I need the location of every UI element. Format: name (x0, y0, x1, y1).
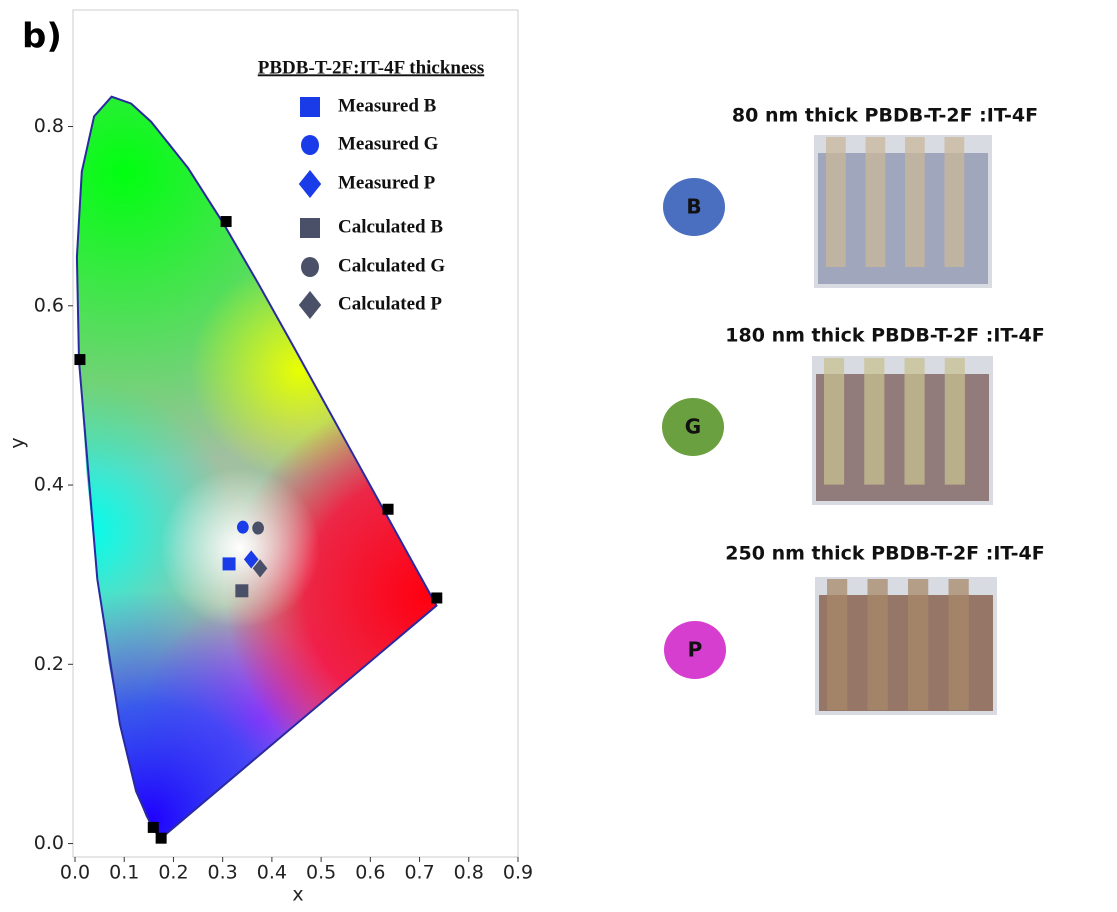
photo-electrode (864, 358, 884, 485)
marker-circle (252, 522, 264, 535)
marker-square (300, 218, 320, 238)
marker-square (300, 97, 320, 117)
photo-electrode (905, 137, 925, 267)
photo-electrode (908, 579, 928, 710)
photo-electrode (905, 358, 925, 485)
legend-label: Calculated P (338, 293, 442, 314)
panel-title: 250 nm thick PBDB-T-2F :IT-4F (725, 543, 1044, 565)
photo-electrode (824, 358, 844, 485)
x-tick-label: 0.6 (355, 862, 385, 884)
marker-square (223, 557, 236, 570)
marker-circle (237, 521, 249, 534)
y-tick-label: 0.8 (34, 115, 64, 137)
marker-square (221, 216, 232, 227)
marker-square (74, 354, 85, 365)
legend-label: Calculated B (338, 216, 443, 237)
x-tick-label: 0.0 (60, 862, 90, 884)
figure: b) 0.0 0.1 0.2 0.3 0.4 0.5 0.6 0.7 0.8 0.9 0.0 0.2 0… (0, 0, 1117, 908)
legend-label: Calculated G (338, 255, 445, 276)
marker-square (148, 822, 159, 833)
legend-label: Measured P (338, 172, 436, 193)
x-axis-label: x (292, 884, 303, 906)
y-tick-label: 0.4 (34, 474, 64, 496)
x-tick-label: 0.5 (306, 862, 336, 884)
x-tick-label: 0.1 (109, 862, 139, 884)
x-tick-label: 0.2 (158, 862, 188, 884)
marker-square (383, 504, 394, 515)
x-tick-label: 0.9 (503, 862, 533, 884)
y-tick-label: 0.2 (34, 653, 64, 675)
sample-label: P (688, 638, 703, 662)
marker-square (431, 592, 442, 603)
y-axis-label: y (7, 437, 29, 448)
y-tick-label: 0.6 (34, 294, 64, 316)
marker-square (235, 584, 248, 597)
panel-title: 80 nm thick PBDB-T-2F :IT-4F (732, 105, 1038, 127)
legend-label: Measured G (338, 133, 439, 154)
marker-circle (301, 257, 319, 277)
photo-electrode (945, 137, 965, 267)
x-tick-label: 0.4 (257, 862, 287, 884)
marker-circle (301, 135, 319, 155)
photo-electrode (868, 579, 888, 710)
x-tick-label: 0.7 (404, 862, 434, 884)
x-tick-label: 0.8 (454, 862, 484, 884)
photo-electrode (945, 358, 965, 485)
sample-label: B (686, 195, 701, 219)
photo-electrode (827, 579, 847, 710)
panel-title: 180 nm thick PBDB-T-2F :IT-4F (725, 325, 1044, 347)
photo-electrode (866, 137, 886, 267)
photo-electrode (826, 137, 846, 267)
x-tick-label: 0.3 (208, 862, 238, 884)
panel-label: b) (22, 17, 62, 57)
y-tick-label: 0.0 (34, 832, 64, 854)
legend-title: PBDB-T-2F:IT-4F thickness (258, 57, 484, 78)
photo-electrode (949, 579, 969, 710)
marker-square (156, 833, 167, 844)
legend-label: Measured B (338, 95, 437, 116)
sample-label: G (685, 415, 701, 439)
